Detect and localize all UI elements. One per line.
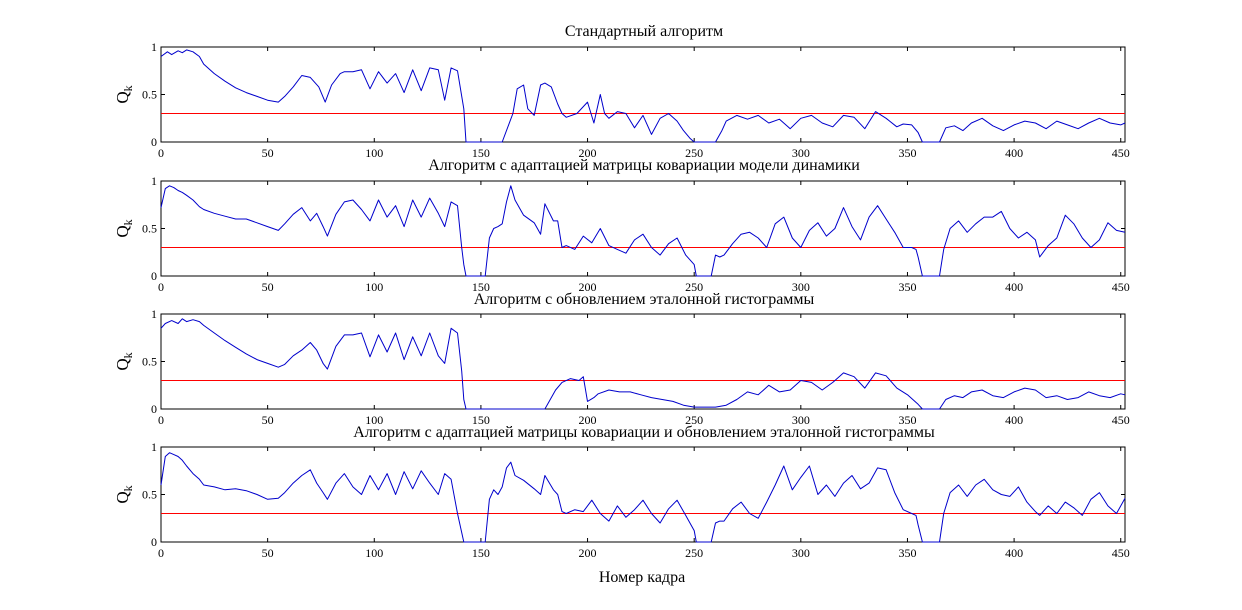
subplot-2: 0 50 100 150 200 250 300 350 400 450 0 0.5 1 Алгоритм… [113,157,1130,294]
y-tick-label: 0 [151,535,157,549]
y-tick-label: 0.5 [142,488,157,502]
axes-box [160,180,1126,277]
x-tick-label: 200 [579,546,597,560]
y-axis-label: Qk [113,352,135,370]
x-tick-label: 50 [262,413,274,427]
x-tick-label: 350 [898,146,916,160]
y-tick-label: 0.5 [142,355,157,369]
x-tick-label: 350 [898,413,916,427]
x-tick-label: 150 [472,146,490,160]
series-line-1 [160,452,1126,543]
x-tick-label: 200 [579,280,597,294]
y-tick-label: 0 [151,135,157,149]
x-tick-label: 100 [365,413,383,427]
x-tick-label: 300 [792,146,810,160]
x-tick-label: 400 [1005,546,1023,560]
x-tick-label: 50 [262,546,274,560]
x-tick-label: 450 [1112,280,1130,294]
x-tick-label: 50 [262,146,274,160]
x-tick-label: 300 [792,546,810,560]
y-axis-label: Qk [113,85,135,103]
x-tick-label: 350 [898,546,916,560]
x-tick-label: 400 [1005,146,1023,160]
x-tick-label: 350 [898,280,916,294]
y-tick-label: 1 [151,40,157,54]
y-tick-label: 1 [151,307,157,321]
axes-box [160,313,1126,410]
x-tick-label: 450 [1112,546,1130,560]
y-tick-label: 1 [151,440,157,454]
x-tick-label: 250 [685,146,703,160]
x-tick-label: 150 [472,546,490,560]
x-tick-label: 100 [365,146,383,160]
x-tick-label: 250 [685,280,703,294]
x-tick-label: 450 [1112,146,1130,160]
x-tick-label: 250 [685,546,703,560]
x-tick-label: 100 [365,546,383,560]
x-tick-label: 0 [158,146,164,160]
x-tick-label: 300 [792,280,810,294]
y-tick-label: 0 [151,269,157,283]
x-axis-label: Номер кадра [599,569,685,586]
subplot-4: 0 50 100 150 200 250 300 350 400 450 0 0.5 1 Алгоритм… [113,424,1130,560]
subplot-1: 0 50 100 150 200 250 300 350 400 450 0 0.5 1 Стандарт… [113,23,1130,160]
x-tick-label: 100 [365,280,383,294]
x-tick-label: 150 [472,413,490,427]
series-line-1 [160,318,1126,410]
y-tick-label: 1 [151,174,157,188]
x-tick-label: 0 [158,413,164,427]
x-tick-label: 200 [579,146,597,160]
y-tick-label: 0.5 [142,88,157,102]
x-tick-label: 400 [1005,280,1023,294]
x-tick-label: 0 [158,280,164,294]
axes-box [160,46,1126,143]
series-line-1 [160,49,1126,143]
x-tick-label: 0 [158,546,164,560]
y-axis-label: Qk [113,485,135,503]
y-axis-label: Qk [113,219,135,237]
x-tick-label: 450 [1112,413,1130,427]
x-tick-label: 150 [472,280,490,294]
x-tick-label: 400 [1005,413,1023,427]
subplot-title: Алгоритм с обновлением эталонной гистогр… [474,291,815,308]
x-tick-label: 50 [262,280,274,294]
x-tick-label: 300 [792,413,810,427]
y-tick-label: 0.5 [142,222,157,236]
x-tick-label: 200 [579,413,597,427]
subplot-title: Алгоритм с адаптацией матрицы ковариации… [428,157,860,174]
subplot-title: Алгоритм с адаптацией матрицы ковариации… [353,424,935,441]
subplot-3: 0 50 100 150 200 250 300 350 400 450 0 0.5 1 Алгоритм… [113,291,1130,427]
series-line-1 [160,185,1126,277]
x-tick-label: 250 [685,413,703,427]
y-tick-label: 0 [151,402,157,416]
axes-box [160,446,1126,543]
subplot-title: Стандартный алгоритм [565,23,723,40]
